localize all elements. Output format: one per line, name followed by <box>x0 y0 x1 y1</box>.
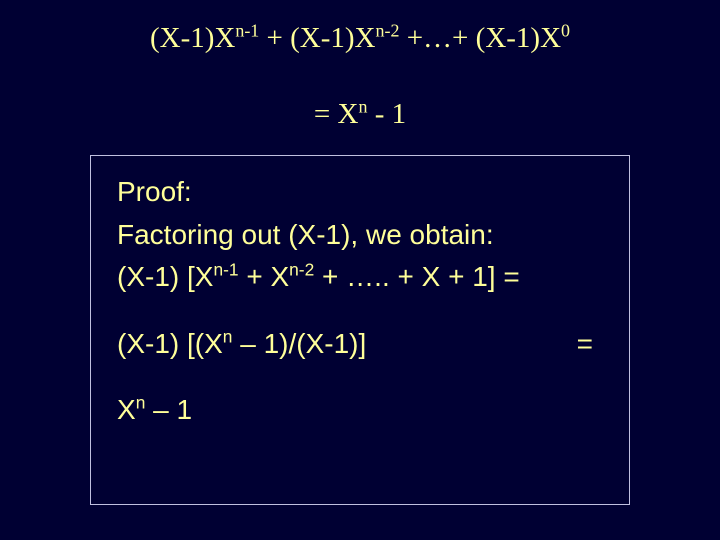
proof-line-2: Factoring out (X-1), we obtain: <box>117 215 609 256</box>
term-1-exp: n-1 <box>235 20 259 40</box>
l3-a: (X-1) [X <box>117 261 213 292</box>
l4-e1: n <box>223 326 233 346</box>
l3-e2: n-2 <box>289 260 314 280</box>
proof-box: Proof: Factoring out (X-1), we obtain: (… <box>90 155 630 505</box>
proof-line-5: Xn – 1 <box>117 390 609 431</box>
dots: +…+ <box>399 22 475 54</box>
l4-a: (X-1) [(X <box>117 328 223 359</box>
term-1-base: (X-1)X <box>150 22 235 54</box>
proof-heading: Proof: <box>117 172 609 213</box>
l5-e1: n <box>136 393 146 413</box>
identity-result: = Xn - 1 <box>0 98 720 131</box>
term-3-base: (X-1)X <box>476 22 561 54</box>
l5-b: – 1 <box>145 394 192 425</box>
term-3-exp: 0 <box>561 20 570 40</box>
eq-tail: - 1 <box>367 98 406 130</box>
proof-line-4: (X-1) [(Xn – 1)/(X-1)] = <box>117 324 609 365</box>
identity-expression: (X-1)Xn-1 + (X-1)Xn-2 +…+ (X-1)X0 <box>0 22 720 55</box>
l3-e1: n-1 <box>213 260 238 280</box>
term-2-base: (X-1)X <box>290 22 375 54</box>
l4-left: (X-1) [(Xn – 1)/(X-1)] <box>117 324 366 365</box>
l3-c: + ….. + X + 1] = <box>314 261 519 292</box>
plus-1: + <box>259 22 290 54</box>
l5-a: X <box>117 394 136 425</box>
eq-text: = X <box>314 98 359 130</box>
term-2-exp: n-2 <box>376 20 400 40</box>
l3-b: + X <box>239 261 290 292</box>
l4-eq: = <box>577 324 593 365</box>
proof-line-3: (X-1) [Xn-1 + Xn-2 + ….. + X + 1] = <box>117 257 609 298</box>
l4-b: – 1)/(X-1)] <box>232 328 366 359</box>
